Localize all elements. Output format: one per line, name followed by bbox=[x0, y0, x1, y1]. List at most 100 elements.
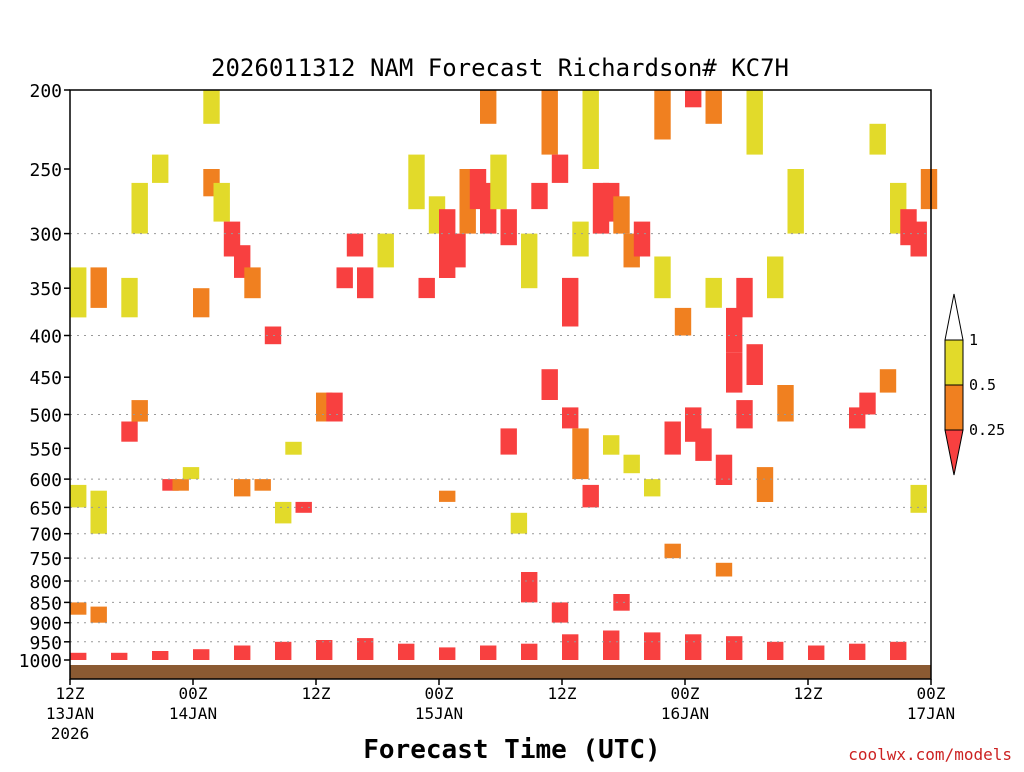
x-tick-time: 00Z bbox=[425, 684, 454, 703]
y-tick-label: 700 bbox=[29, 525, 62, 546]
ri-cell bbox=[275, 501, 292, 524]
legend-label: 1 bbox=[969, 331, 978, 349]
ri-cell bbox=[705, 277, 722, 308]
y-tick-label: 500 bbox=[29, 406, 62, 427]
y-tick-label: 1000 bbox=[19, 651, 62, 672]
ri-cell bbox=[582, 484, 599, 508]
ri-cell bbox=[603, 435, 620, 455]
ri-cell bbox=[439, 490, 456, 502]
y-tick-label: 750 bbox=[29, 549, 62, 570]
ri-cell bbox=[500, 209, 517, 246]
legend-label: 0.5 bbox=[969, 376, 996, 394]
ri-cell bbox=[756, 467, 774, 502]
ri-cell bbox=[890, 641, 907, 660]
ri-cell bbox=[685, 90, 702, 108]
ri-cell bbox=[654, 256, 671, 299]
ri-cell bbox=[879, 369, 897, 393]
ri-cell bbox=[162, 479, 179, 491]
ri-cell bbox=[674, 307, 692, 336]
ri-cell bbox=[541, 90, 558, 155]
x-tick-date: 15JAN bbox=[415, 704, 463, 723]
x-tick-date: 14JAN bbox=[169, 704, 217, 723]
ri-cell bbox=[326, 392, 343, 422]
ri-cell bbox=[767, 256, 784, 299]
y-tick-label: 600 bbox=[29, 470, 62, 491]
ri-cell bbox=[90, 267, 107, 308]
ri-cell bbox=[295, 501, 312, 513]
ri-cell bbox=[531, 182, 548, 210]
ri-cell bbox=[152, 154, 169, 183]
ri-cell bbox=[172, 479, 189, 491]
ri-cell bbox=[193, 288, 210, 318]
ri-cell bbox=[726, 352, 743, 393]
ri-cell bbox=[70, 602, 87, 615]
ri-cell bbox=[736, 277, 753, 318]
ri-cell bbox=[234, 645, 251, 660]
ri-cell bbox=[111, 652, 128, 660]
ri-cell bbox=[377, 233, 394, 268]
ri-cell bbox=[746, 90, 763, 155]
ri-cell bbox=[664, 421, 681, 455]
ri-cell bbox=[582, 90, 599, 169]
x-tick-time: 00Z bbox=[179, 684, 208, 703]
legend: 1 0.5 0.25 bbox=[944, 293, 1005, 476]
ri-cell bbox=[234, 479, 251, 497]
ri-cell bbox=[623, 454, 640, 474]
site-credit: coolwx.com/models bbox=[848, 745, 1012, 764]
legend-arrow-top bbox=[944, 293, 964, 341]
ri-cell bbox=[726, 307, 743, 353]
ri-cell bbox=[521, 572, 538, 603]
ri-cell bbox=[695, 428, 712, 461]
plot-cells bbox=[70, 90, 938, 679]
x-tick-time: 12Z bbox=[548, 684, 577, 703]
x-tick-year: 2026 bbox=[51, 724, 90, 743]
ri-cell bbox=[131, 400, 148, 422]
ri-cell bbox=[715, 454, 733, 485]
legend-swatch bbox=[944, 384, 964, 431]
ri-cell bbox=[562, 634, 579, 660]
surface-band bbox=[70, 665, 931, 679]
y-tick-label: 200 bbox=[29, 81, 62, 102]
ri-cell bbox=[603, 630, 620, 660]
ri-cell bbox=[705, 90, 722, 124]
ri-cell bbox=[644, 479, 661, 497]
ri-cell bbox=[244, 267, 261, 299]
ri-cell bbox=[346, 233, 364, 257]
ri-cell bbox=[70, 267, 87, 318]
ri-cell bbox=[715, 562, 733, 577]
ri-cell bbox=[357, 638, 374, 660]
ri-cell bbox=[808, 645, 825, 660]
ri-cell bbox=[90, 490, 107, 534]
ri-cell bbox=[551, 154, 569, 183]
legend-arrow-bottom bbox=[944, 429, 964, 476]
x-tick-date: 16JAN bbox=[661, 704, 709, 723]
ri-cell bbox=[480, 90, 497, 124]
plot-frame bbox=[69, 89, 932, 680]
ri-cell bbox=[131, 182, 148, 234]
y-axis: 200 250 300 350 400 450 500 550 600 650 700 7508008… bbox=[19, 81, 70, 672]
ri-cell bbox=[285, 441, 302, 455]
x-tick-time: 12Z bbox=[302, 684, 331, 703]
y-tick-label: 350 bbox=[29, 279, 62, 300]
ri-cell bbox=[418, 277, 435, 299]
x-tick-date: 13JAN bbox=[46, 704, 94, 723]
x-axis-label: Forecast Time (UTC) bbox=[363, 735, 660, 765]
ri-cell bbox=[121, 421, 138, 442]
y-tick-label: 450 bbox=[29, 368, 62, 389]
ri-cell bbox=[500, 428, 517, 455]
ri-cell bbox=[357, 267, 374, 299]
ri-cell bbox=[767, 641, 784, 660]
ri-cell bbox=[203, 90, 220, 124]
ri-cell bbox=[275, 641, 292, 660]
ri-cell bbox=[182, 467, 200, 480]
ri-cell bbox=[551, 602, 569, 623]
ri-cell bbox=[541, 369, 558, 400]
ri-cell bbox=[777, 385, 794, 422]
ri-cell bbox=[562, 277, 579, 327]
ri-cell bbox=[449, 233, 466, 268]
ri-cell bbox=[613, 594, 630, 611]
ri-cell bbox=[613, 196, 630, 234]
ri-cell bbox=[70, 652, 87, 660]
ri-cell bbox=[859, 392, 876, 415]
